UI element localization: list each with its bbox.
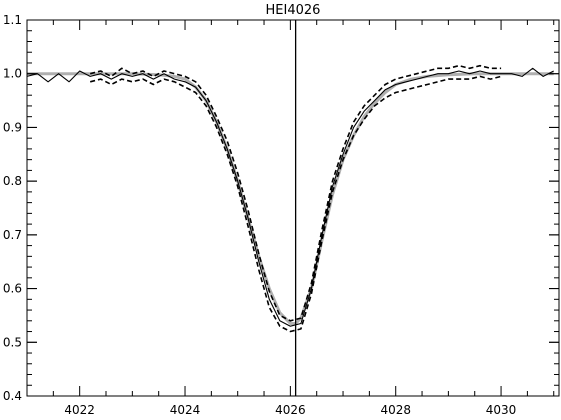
x-tick-label: 4030 [486, 403, 517, 417]
series-line-4 [27, 72, 554, 325]
y-tick-label: 0.5 [3, 335, 22, 349]
series-line-2 [90, 64, 502, 322]
y-tick-label: 0.6 [3, 282, 22, 296]
x-tick-label: 4028 [380, 403, 411, 417]
y-tick-label: 0.9 [3, 120, 22, 134]
series-line-3 [90, 75, 502, 333]
y-tick-label: 0.8 [3, 174, 22, 188]
x-tick-label: 4024 [170, 403, 201, 417]
plot-frame [26, 19, 560, 397]
y-tick-label: 1.0 [3, 67, 22, 81]
x-tick-label: 4022 [64, 403, 95, 417]
series-layer [26, 20, 554, 396]
x-tick-label: 4026 [275, 403, 306, 417]
chart-title: HEI4026 [266, 3, 321, 18]
y-tick-label: 0.4 [3, 389, 22, 403]
y-tick-label: 1.1 [3, 13, 22, 27]
series-line-1 [26, 67, 554, 327]
y-tick-label: 0.7 [3, 228, 22, 242]
axes-layer: 4022 4024 4026 4028 4030 0.4 0.5 0.6 0.7 0.8 0.9 1.… [3, 13, 560, 417]
